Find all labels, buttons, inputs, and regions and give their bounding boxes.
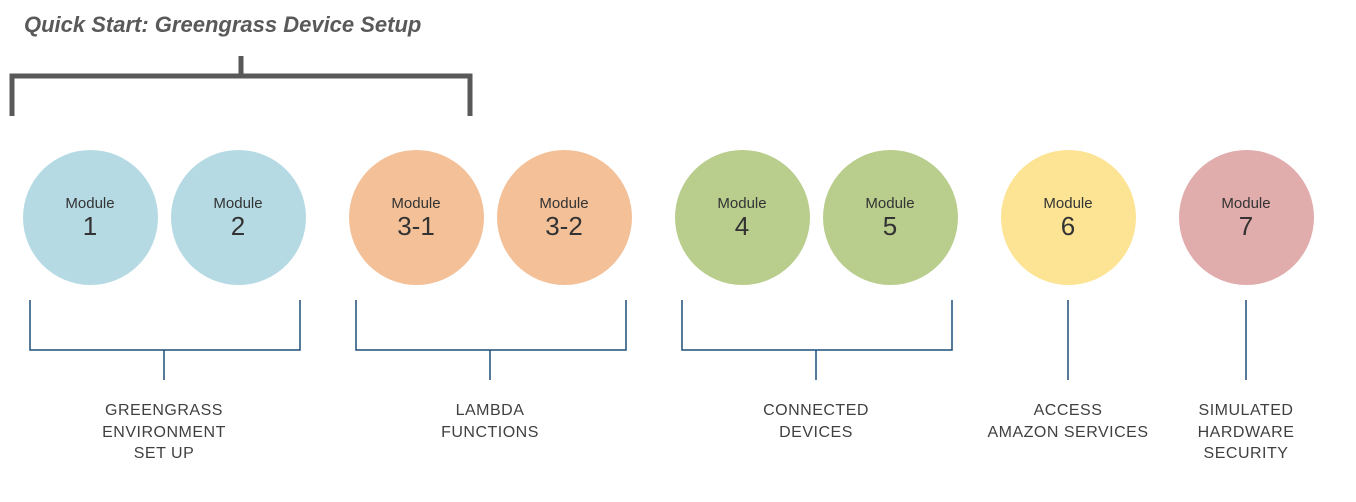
module-circle-m4: Module4: [675, 150, 810, 285]
top-bracket: [2, 46, 480, 126]
module-number: 3-2: [545, 213, 583, 239]
module-number: 3-1: [397, 213, 435, 239]
group-label-line: SET UP: [54, 443, 274, 465]
module-number: 6: [1061, 213, 1075, 239]
diagram-canvas: Quick Start: Greengrass Device Setup Mod…: [0, 0, 1356, 502]
group-label-line: SECURITY: [1136, 443, 1356, 465]
module-number: 1: [83, 213, 97, 239]
module-number: 2: [231, 213, 245, 239]
diagram-title: Quick Start: Greengrass Device Setup: [24, 12, 421, 38]
group-label-line: CONNECTED: [706, 400, 926, 422]
module-circle-m3-1: Module3-1: [349, 150, 484, 285]
module-circle-m5: Module5: [823, 150, 958, 285]
group-label-line: HARDWARE: [1136, 422, 1356, 444]
group-label-2: CONNECTEDDEVICES: [706, 400, 926, 443]
group-label-line: DEVICES: [706, 422, 926, 444]
module-circle-m2: Module2: [171, 150, 306, 285]
group-label-line: LAMBDA: [380, 400, 600, 422]
module-number: 7: [1239, 213, 1253, 239]
group-label-4: SIMULATEDHARDWARESECURITY: [1136, 400, 1356, 465]
group-label-line: FUNCTIONS: [380, 422, 600, 444]
group-label-line: ENVIRONMENT: [54, 422, 274, 444]
module-circle-m7: Module7: [1179, 150, 1314, 285]
module-number: 5: [883, 213, 897, 239]
group-label-line: SIMULATED: [1136, 400, 1356, 422]
group-label-line: GREENGRASS: [54, 400, 274, 422]
module-circle-m6: Module6: [1001, 150, 1136, 285]
module-circle-m1: Module1: [23, 150, 158, 285]
group-label-1: LAMBDAFUNCTIONS: [380, 400, 600, 443]
module-circle-m3-2: Module3-2: [497, 150, 632, 285]
group-label-0: GREENGRASSENVIRONMENTSET UP: [54, 400, 274, 465]
module-number: 4: [735, 213, 749, 239]
